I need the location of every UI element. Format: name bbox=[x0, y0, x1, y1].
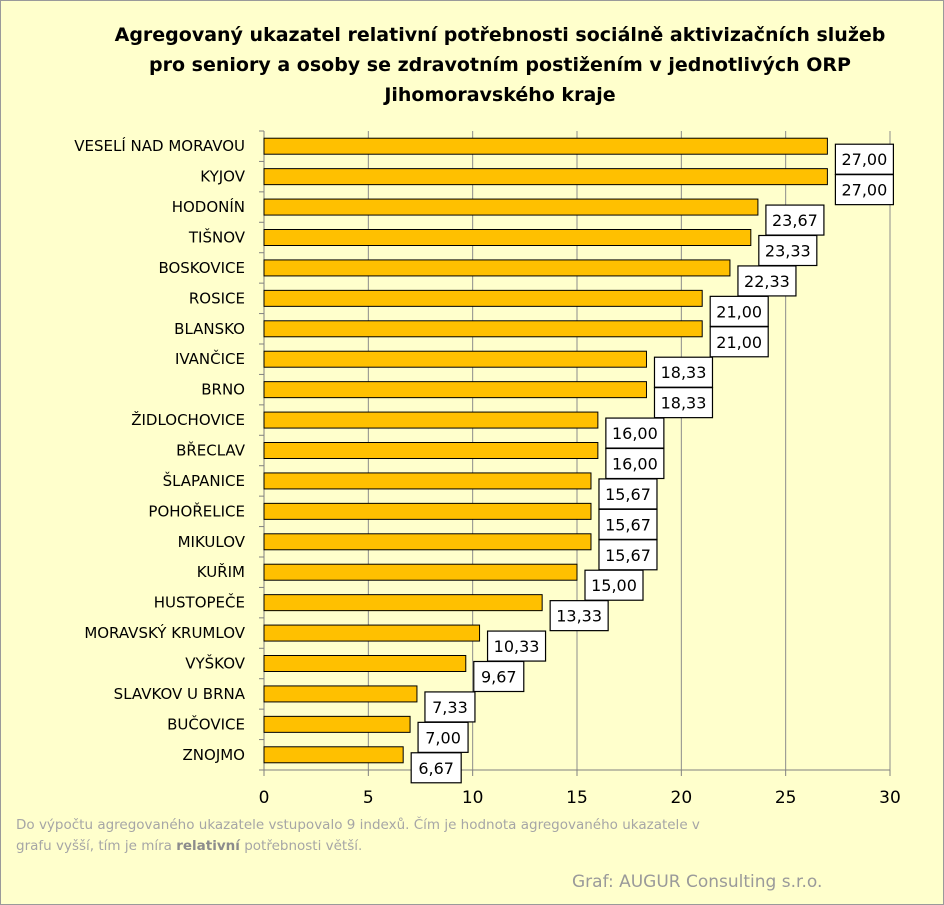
x-tick-label: 30 bbox=[879, 788, 901, 808]
category-label: ŠLAPANICE bbox=[163, 471, 245, 490]
data-label: 7,33 bbox=[432, 698, 468, 717]
data-label-box bbox=[549, 600, 609, 632]
data-label: 15,67 bbox=[605, 485, 651, 504]
category-label: KYJOV bbox=[200, 168, 245, 186]
category-label: MIKULOV bbox=[178, 533, 246, 551]
bar bbox=[263, 198, 759, 216]
data-label: 18,33 bbox=[661, 363, 707, 382]
data-label-box bbox=[765, 204, 825, 236]
data-label: 16,00 bbox=[612, 424, 658, 443]
category-label: HODONÍN bbox=[172, 197, 245, 216]
chart-credit: Graf: AUGUR Consulting s.r.o. bbox=[572, 872, 823, 892]
x-tick-label: 10 bbox=[462, 788, 484, 808]
category-label: BRNO bbox=[201, 381, 245, 399]
footnote-text-1: Do výpočtu agregovaného ukazatele vstupo… bbox=[16, 817, 700, 854]
footnote-bold: relativní bbox=[176, 838, 240, 854]
data-label: 23,67 bbox=[772, 211, 818, 230]
data-label-box bbox=[709, 326, 769, 358]
bar bbox=[263, 685, 418, 703]
data-label-box bbox=[584, 569, 644, 601]
data-label-box bbox=[486, 630, 547, 662]
bar bbox=[263, 350, 647, 368]
data-label-box bbox=[410, 752, 462, 784]
data-label: 16,00 bbox=[612, 455, 658, 474]
bar bbox=[263, 168, 828, 186]
tick-labels: 0 5 10 15 20 25 30 bbox=[259, 788, 901, 808]
category-label: IVANČICE bbox=[175, 349, 245, 368]
data-label: 7,00 bbox=[425, 728, 461, 747]
x-tick-label: 25 bbox=[775, 788, 797, 808]
bar bbox=[263, 472, 592, 490]
data-label: 21,00 bbox=[716, 302, 762, 321]
category-label: HUSTOPEČE bbox=[154, 593, 245, 612]
data-label: 22,33 bbox=[744, 272, 790, 291]
footnote-text-2: potřebnosti větší. bbox=[239, 838, 363, 854]
category-label: BLANSKO bbox=[174, 320, 245, 338]
data-label: 15,67 bbox=[605, 515, 651, 534]
chart-title-line-2: pro seniory a osoby se zdravotním postiž… bbox=[149, 54, 851, 76]
chart-title: Agregovaný ukazatel relativní potřebnost… bbox=[60, 20, 940, 110]
bar bbox=[263, 715, 411, 733]
category-label: BŘECLAV bbox=[176, 441, 246, 460]
bar-chart: 27,00 27,00 23,67 23,33 22,33 21,00 21,00 18,33… bbox=[74, 130, 901, 808]
category-label: TIŠNOV bbox=[188, 228, 246, 247]
x-tick-label: 0 bbox=[259, 788, 270, 808]
bar bbox=[263, 289, 703, 307]
data-label: 6,67 bbox=[418, 759, 454, 778]
bar bbox=[263, 533, 592, 551]
category-labels: VESELÍ NAD MORAVOU KYJOV HODONÍN TIŠNOV BOSK… bbox=[74, 136, 245, 764]
category-label: SLAVKOV U BRNA bbox=[114, 685, 246, 703]
data-label: 15,67 bbox=[605, 546, 651, 565]
chart-title-line-3: Jihomoravského kraje bbox=[384, 84, 616, 106]
bar bbox=[263, 229, 752, 246]
category-label: ZNOJMO bbox=[183, 746, 245, 764]
data-label-box bbox=[709, 295, 769, 327]
bar bbox=[263, 320, 703, 338]
category-label: BUČOVICE bbox=[167, 714, 245, 733]
chart-title-line-1: Agregovaný ukazatel relativní potřebnost… bbox=[114, 24, 886, 46]
data-label: 27,00 bbox=[841, 150, 887, 169]
bars bbox=[263, 137, 828, 764]
data-label-box bbox=[473, 660, 525, 693]
data-label: 27,00 bbox=[841, 181, 887, 200]
data-label: 21,00 bbox=[716, 333, 762, 352]
bar bbox=[263, 746, 404, 764]
category-label: MORAVSKÝ KRUMLOV bbox=[84, 623, 245, 642]
bar bbox=[263, 442, 599, 459]
bar bbox=[263, 137, 828, 155]
x-tick-label: 5 bbox=[363, 788, 374, 808]
data-label-box bbox=[605, 447, 665, 480]
bar bbox=[263, 594, 543, 612]
data-label-box bbox=[653, 387, 714, 419]
data-label: 9,67 bbox=[481, 668, 517, 687]
category-label: POHOŘELICE bbox=[148, 501, 245, 520]
bar bbox=[263, 655, 467, 672]
footnote: Do výpočtu agregovaného ukazatele vstupo… bbox=[16, 815, 736, 857]
category-label: VYŠKOV bbox=[185, 654, 246, 673]
data-label: 15,00 bbox=[591, 576, 637, 595]
data-label-box bbox=[758, 234, 818, 267]
category-label: ŽIDLOCHOVICE bbox=[131, 410, 245, 429]
data-label: 18,33 bbox=[661, 394, 707, 413]
category-label: KUŘIM bbox=[197, 562, 245, 581]
data-label: 10,33 bbox=[494, 637, 540, 656]
bar bbox=[263, 502, 592, 520]
x-tick-label: 15 bbox=[566, 788, 588, 808]
category-label: BOSKOVICE bbox=[158, 259, 245, 277]
data-label-box bbox=[834, 174, 895, 206]
data-label: 23,33 bbox=[765, 242, 811, 261]
data-label-box bbox=[653, 356, 714, 388]
bar bbox=[263, 259, 731, 277]
data-label-box bbox=[598, 478, 658, 510]
data-labels: 27,00 27,00 23,67 23,33 22,33 21,00 21,00 18,33… bbox=[410, 143, 895, 784]
category-label: ROSICE bbox=[189, 289, 245, 307]
bar bbox=[263, 411, 599, 429]
bar bbox=[263, 381, 647, 399]
bar bbox=[263, 563, 578, 581]
data-label: 13,33 bbox=[556, 607, 602, 626]
bar bbox=[263, 624, 481, 642]
x-tick-label: 20 bbox=[671, 788, 693, 808]
category-label: VESELÍ NAD MORAVOU bbox=[74, 136, 245, 155]
